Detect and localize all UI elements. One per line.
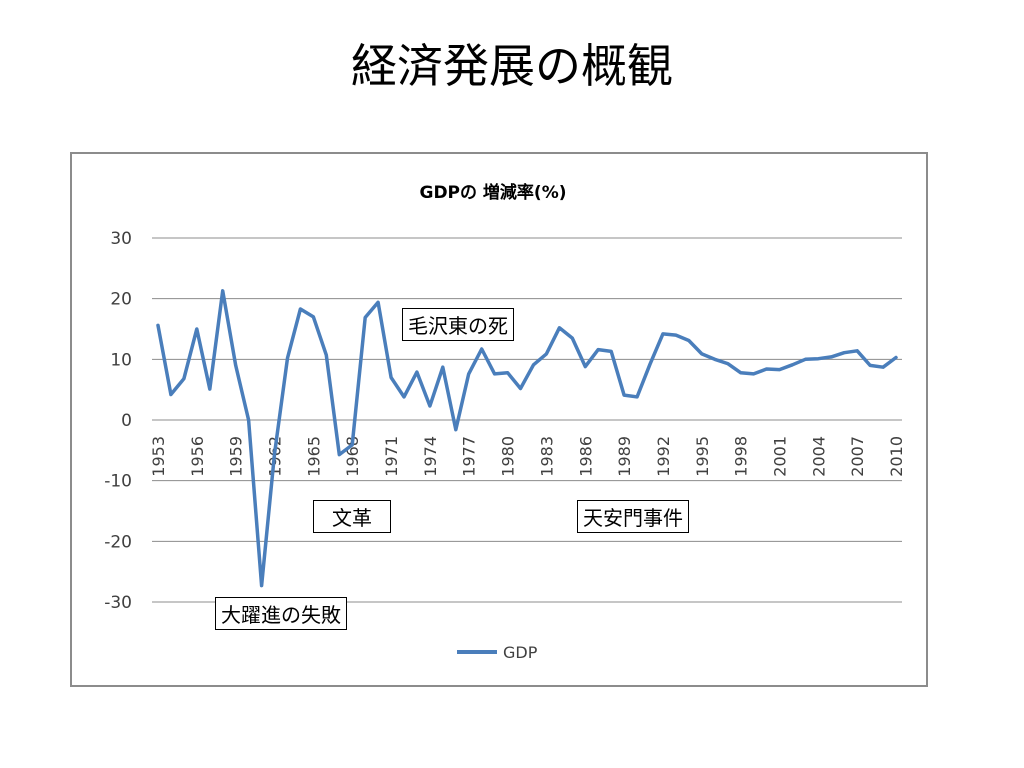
x-tick-label-1980: 1980 [499,436,518,477]
x-tick-label-1959: 1959 [227,436,246,477]
series-line-gdp [156,289,898,588]
y-tick-label--30: -30 [104,593,132,613]
x-axis-ticks: 1953 1956 1959 1962 1965 1968 1971 1974 1977 1980… [149,436,906,477]
annotation-tiananmen: 天安門事件 [577,500,689,533]
y-tick-label-20: 20 [110,290,132,310]
annotation-cultural-revolution: 文革 [313,500,391,533]
x-tick-label-1974: 1974 [421,436,440,477]
y-tick-label-30: 30 [110,229,132,249]
x-tick-label-1971: 1971 [382,436,401,477]
x-tick-label-1956: 1956 [188,436,207,477]
x-tick-label-1983: 1983 [537,436,556,477]
x-tick-label-2004: 2004 [809,436,828,477]
x-tick-label-2007: 2007 [848,436,867,477]
annotation-great-leap-failure: 大躍進の失敗 [215,597,347,630]
x-tick-label-1995: 1995 [693,436,712,477]
x-tick-label-1965: 1965 [304,436,323,477]
x-tick-label-1998: 1998 [732,436,751,477]
x-tick-label-2010: 2010 [887,436,906,477]
x-tick-label-1989: 1989 [615,436,634,477]
y-axis-ticks: 30 20 10 0 -10 -20 -30 [104,229,132,613]
legend-label-gdp: GDP [503,643,538,662]
chart-frame: GDPの 増減率(%) 30 20 10 0 -10 -20 -30 1953 1956 195… [70,152,928,687]
series-lines [156,289,898,588]
x-tick-label-1986: 1986 [576,436,595,477]
x-tick-label-1992: 1992 [654,436,673,477]
chart-legend: GDP [457,643,538,662]
y-tick-label--20: -20 [104,532,132,552]
chart-title: GDPの 増減率(%) [419,182,566,203]
slide-title: 経済発展の概観 [351,39,673,93]
x-tick-label-2001: 2001 [770,436,789,477]
y-tick-label--10: -10 [104,472,132,492]
annotation-mao-death: 毛沢東の死 [402,308,514,341]
x-tick-label-1953: 1953 [149,436,168,477]
y-tick-label-0: 0 [121,411,132,431]
x-tick-label-1977: 1977 [460,436,479,477]
y-tick-label-10: 10 [110,350,132,370]
